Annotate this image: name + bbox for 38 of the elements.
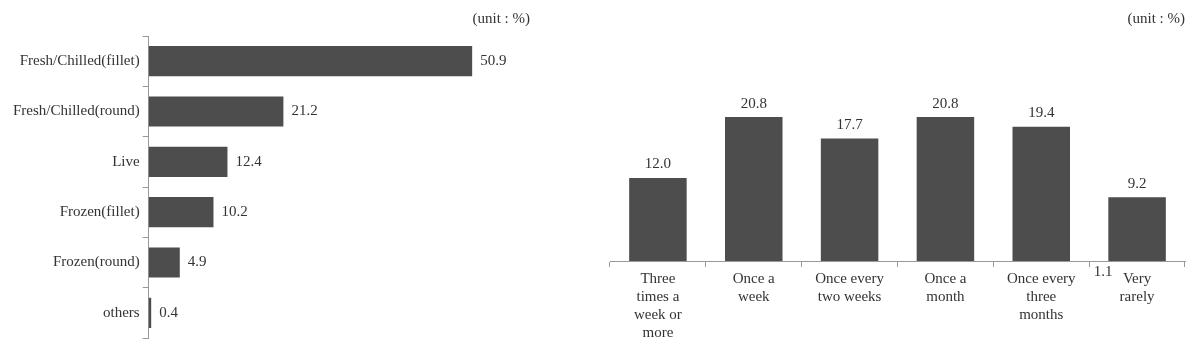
- y-tick-label: Live: [112, 152, 140, 169]
- x-tick-label: Three times a week or more: [633, 269, 682, 340]
- y-tick-label: Frozen(round): [53, 253, 140, 271]
- data-label: 9.2: [1127, 174, 1147, 191]
- x-tick-label: Once every three months: [1006, 269, 1077, 322]
- y-tick-label: Fresh/Chilled(round): [12, 102, 140, 120]
- data-label: 20.8: [932, 94, 959, 111]
- bar: [148, 146, 228, 177]
- bar: [820, 138, 879, 261]
- bar: [916, 117, 975, 261]
- chart-subtitle: (unit : %): [1127, 9, 1185, 27]
- data-label: 0.4: [159, 303, 179, 320]
- y-tick-label: Fresh/Chilled(fillet): [19, 52, 140, 70]
- data-label: 19.4: [1028, 104, 1055, 121]
- x-tick-label: Once a month: [924, 269, 967, 304]
- x-tick-label: Very rarely: [1119, 269, 1156, 304]
- data-label: 20.8: [740, 94, 767, 111]
- bar: [629, 177, 687, 261]
- text: 1.1: [1093, 263, 1113, 280]
- x-tick-label: Once a week: [732, 269, 776, 304]
- bar: [148, 96, 284, 127]
- chart-subtitle: (unit : %): [472, 9, 530, 27]
- y-tick-label: Frozen(fillet): [59, 203, 140, 221]
- bar: [148, 247, 180, 278]
- data-label: 4.9: [187, 253, 207, 270]
- data-label: 50.9: [480, 52, 507, 69]
- bar: [1012, 126, 1070, 261]
- data-label: 10.2: [221, 203, 248, 220]
- x-tick-label: Once every two weeks: [815, 269, 885, 304]
- bar: [1108, 197, 1166, 261]
- bar: [148, 46, 473, 77]
- data-label: 17.7: [836, 115, 864, 132]
- bar: [148, 197, 214, 228]
- bar: [725, 117, 783, 261]
- data-label: 12.4: [235, 152, 263, 169]
- data-label: 12.0: [644, 155, 672, 172]
- y-tick-label: others: [102, 303, 140, 320]
- data-label: 21.2: [291, 102, 318, 119]
